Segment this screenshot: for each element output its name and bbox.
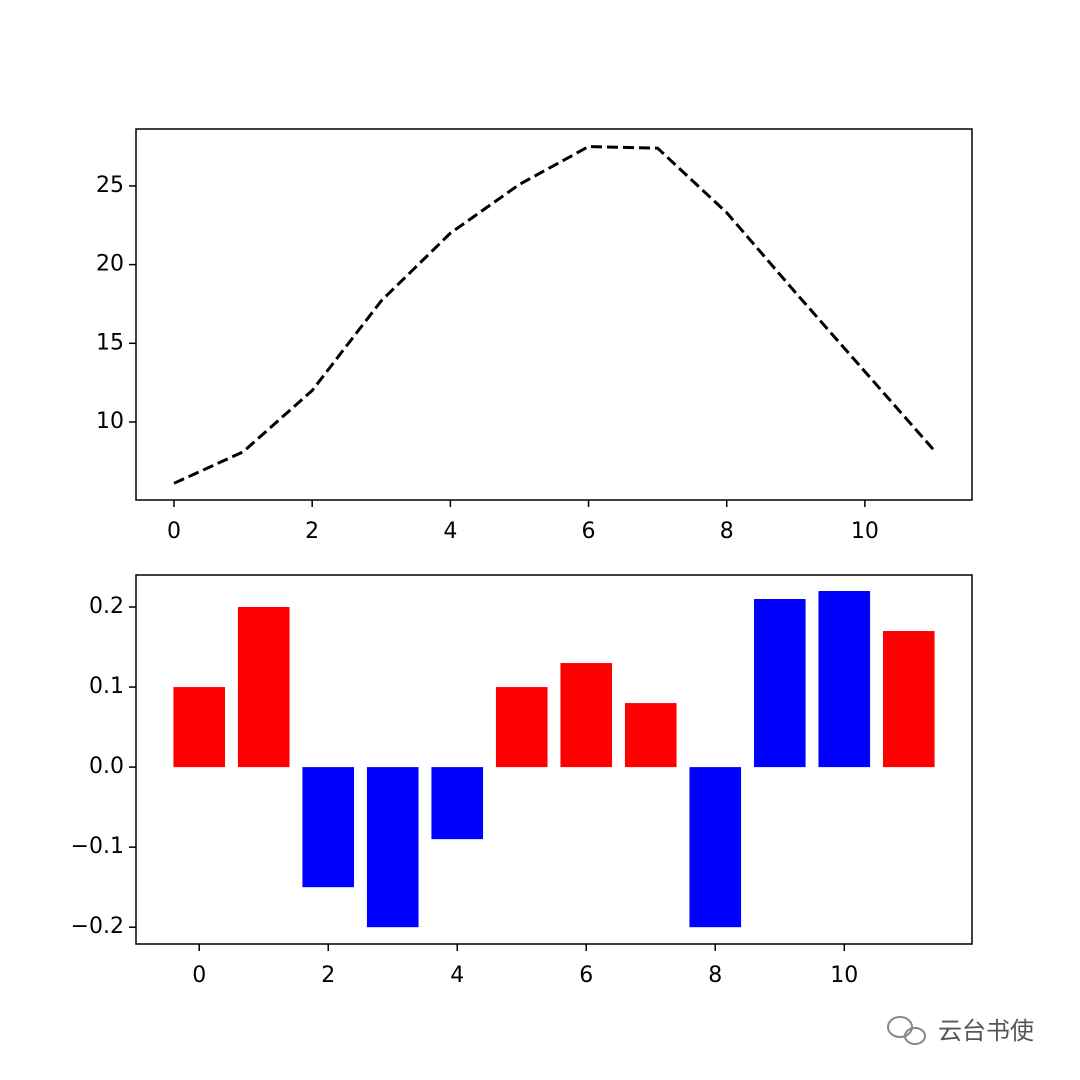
y-tick-label: 25 [96, 173, 124, 198]
x-tick-label: 0 [192, 963, 206, 988]
x-tick-label: 4 [443, 519, 457, 544]
y-tick-label: −0.1 [71, 834, 124, 859]
x-tick-label: 6 [582, 519, 596, 544]
y-tick-label: 0.1 [89, 674, 124, 699]
x-tick-label: 4 [450, 963, 464, 988]
bar [302, 767, 355, 888]
x-tick-label: 2 [305, 519, 319, 544]
line [173, 145, 936, 485]
x-tick-label: 8 [708, 963, 722, 988]
watermark: 云台书使 [938, 1017, 1034, 1045]
x-tick-label: 0 [167, 519, 181, 544]
axes-frame [135, 574, 973, 945]
axes-frame [135, 128, 973, 501]
bar [431, 767, 484, 840]
y-tick-label: 15 [96, 330, 124, 355]
bar [173, 687, 226, 768]
bar [753, 599, 806, 768]
x-tick-label: 2 [321, 963, 335, 988]
wechat-icon [887, 1016, 926, 1045]
y-tick-label: 20 [96, 252, 124, 277]
bar [882, 631, 935, 768]
bar [624, 703, 677, 768]
x-tick-label: 8 [720, 519, 734, 544]
x-tick-label: 6 [579, 963, 593, 988]
y-tick-label: 0.2 [89, 594, 124, 619]
bar [818, 591, 871, 768]
bar [495, 687, 548, 768]
y-tick-label: 10 [96, 409, 124, 434]
x-tick-label: 10 [830, 963, 858, 988]
bar [366, 767, 419, 928]
bar [237, 607, 290, 768]
bar [689, 767, 742, 928]
x-tick-label: 10 [851, 519, 879, 544]
bar [560, 663, 613, 768]
y-tick-label: 0.0 [89, 754, 124, 779]
y-tick-label: −0.2 [71, 914, 124, 939]
